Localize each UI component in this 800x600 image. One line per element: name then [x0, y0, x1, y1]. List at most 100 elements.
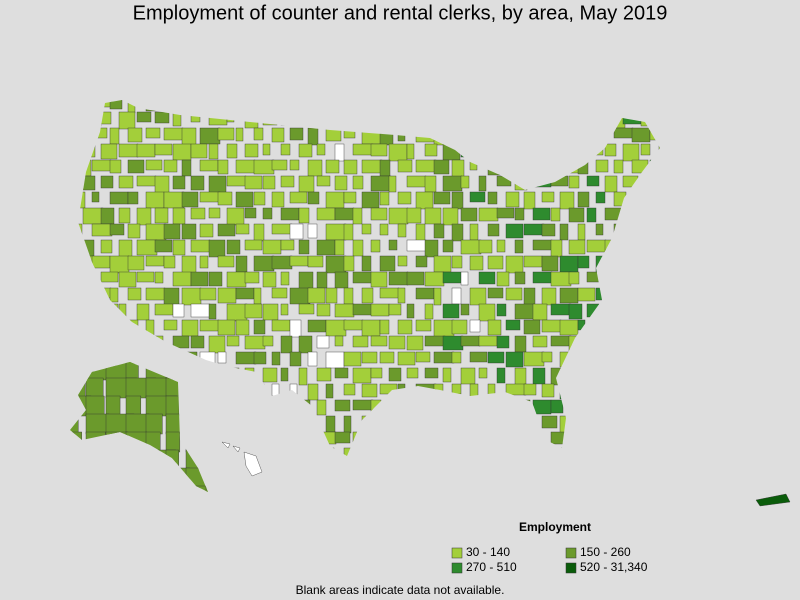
area: [205, 413, 208, 435]
area: [235, 383, 246, 398]
area: [668, 160, 678, 172]
area: [397, 415, 419, 428]
area: [451, 287, 462, 305]
area: [217, 191, 233, 206]
area: [442, 271, 462, 284]
area: [361, 415, 373, 429]
area: [604, 271, 624, 289]
area: [478, 335, 498, 347]
area: [541, 191, 555, 203]
area: [442, 431, 462, 446]
area: [442, 111, 462, 125]
area: [505, 383, 527, 396]
area: [271, 127, 285, 143]
area: [622, 271, 641, 289]
area: [523, 351, 545, 367]
area: [325, 100, 339, 114]
area: [595, 351, 612, 364]
area: [541, 127, 557, 143]
area: [271, 383, 280, 397]
area: [181, 223, 197, 240]
area: [415, 351, 431, 363]
area: [163, 127, 184, 141]
area: [100, 111, 112, 125]
area: [451, 191, 464, 210]
area: [505, 127, 514, 144]
area: [253, 127, 264, 141]
area: [613, 351, 623, 367]
area: [532, 207, 551, 221]
area: [523, 383, 537, 396]
area: [677, 304, 690, 321]
area: [640, 143, 651, 156]
area: [640, 431, 654, 446]
area: [442, 143, 461, 161]
area: [640, 303, 651, 318]
area: [91, 319, 105, 336]
area: [244, 335, 266, 350]
area: [514, 239, 524, 254]
area: [406, 271, 425, 286]
area: [668, 192, 687, 208]
area: [199, 319, 220, 332]
area: [205, 377, 208, 399]
area: [541, 255, 559, 272]
area: [334, 239, 345, 256]
area: [253, 100, 274, 111]
area: [352, 111, 372, 124]
area: [613, 383, 631, 396]
area: [125, 431, 147, 453]
area: [289, 223, 304, 240]
area: [105, 467, 121, 489]
area: [253, 319, 266, 335]
area: [325, 127, 342, 142]
area: [136, 271, 155, 283]
area: [352, 367, 372, 384]
area: [487, 447, 496, 456]
area: [145, 127, 161, 139]
area: [460, 239, 482, 255]
area: [370, 143, 388, 157]
area: [307, 351, 318, 367]
area: [70, 449, 93, 471]
area: [361, 383, 378, 398]
area: [280, 367, 289, 382]
area: [478, 271, 496, 285]
area: [649, 223, 658, 240]
area: [478, 399, 487, 411]
area: [127, 223, 141, 239]
area: [568, 239, 586, 255]
area: [253, 287, 262, 305]
area: [190, 111, 201, 123]
area: [298, 175, 315, 193]
area: [622, 239, 641, 255]
area: [136, 303, 150, 321]
area: [586, 303, 600, 318]
area: [172, 303, 185, 318]
area: [244, 143, 259, 158]
area: [208, 335, 226, 354]
area: [577, 415, 595, 430]
area: [487, 127, 504, 139]
area: [460, 143, 480, 158]
area: [361, 351, 378, 364]
legend-swatch: [451, 547, 463, 559]
area: [397, 319, 413, 335]
area: [677, 112, 696, 124]
area: [226, 303, 248, 322]
area: [424, 175, 437, 193]
area: [568, 111, 590, 127]
area: [469, 319, 481, 333]
area: [163, 100, 183, 107]
area: [478, 175, 487, 192]
area: [298, 335, 313, 354]
area: [415, 255, 428, 268]
area: [262, 431, 275, 444]
area: [244, 239, 263, 251]
area: [165, 449, 179, 471]
area: [658, 431, 660, 444]
area: [469, 287, 487, 306]
area: [397, 223, 407, 238]
area: [658, 239, 660, 255]
area: [496, 431, 513, 445]
